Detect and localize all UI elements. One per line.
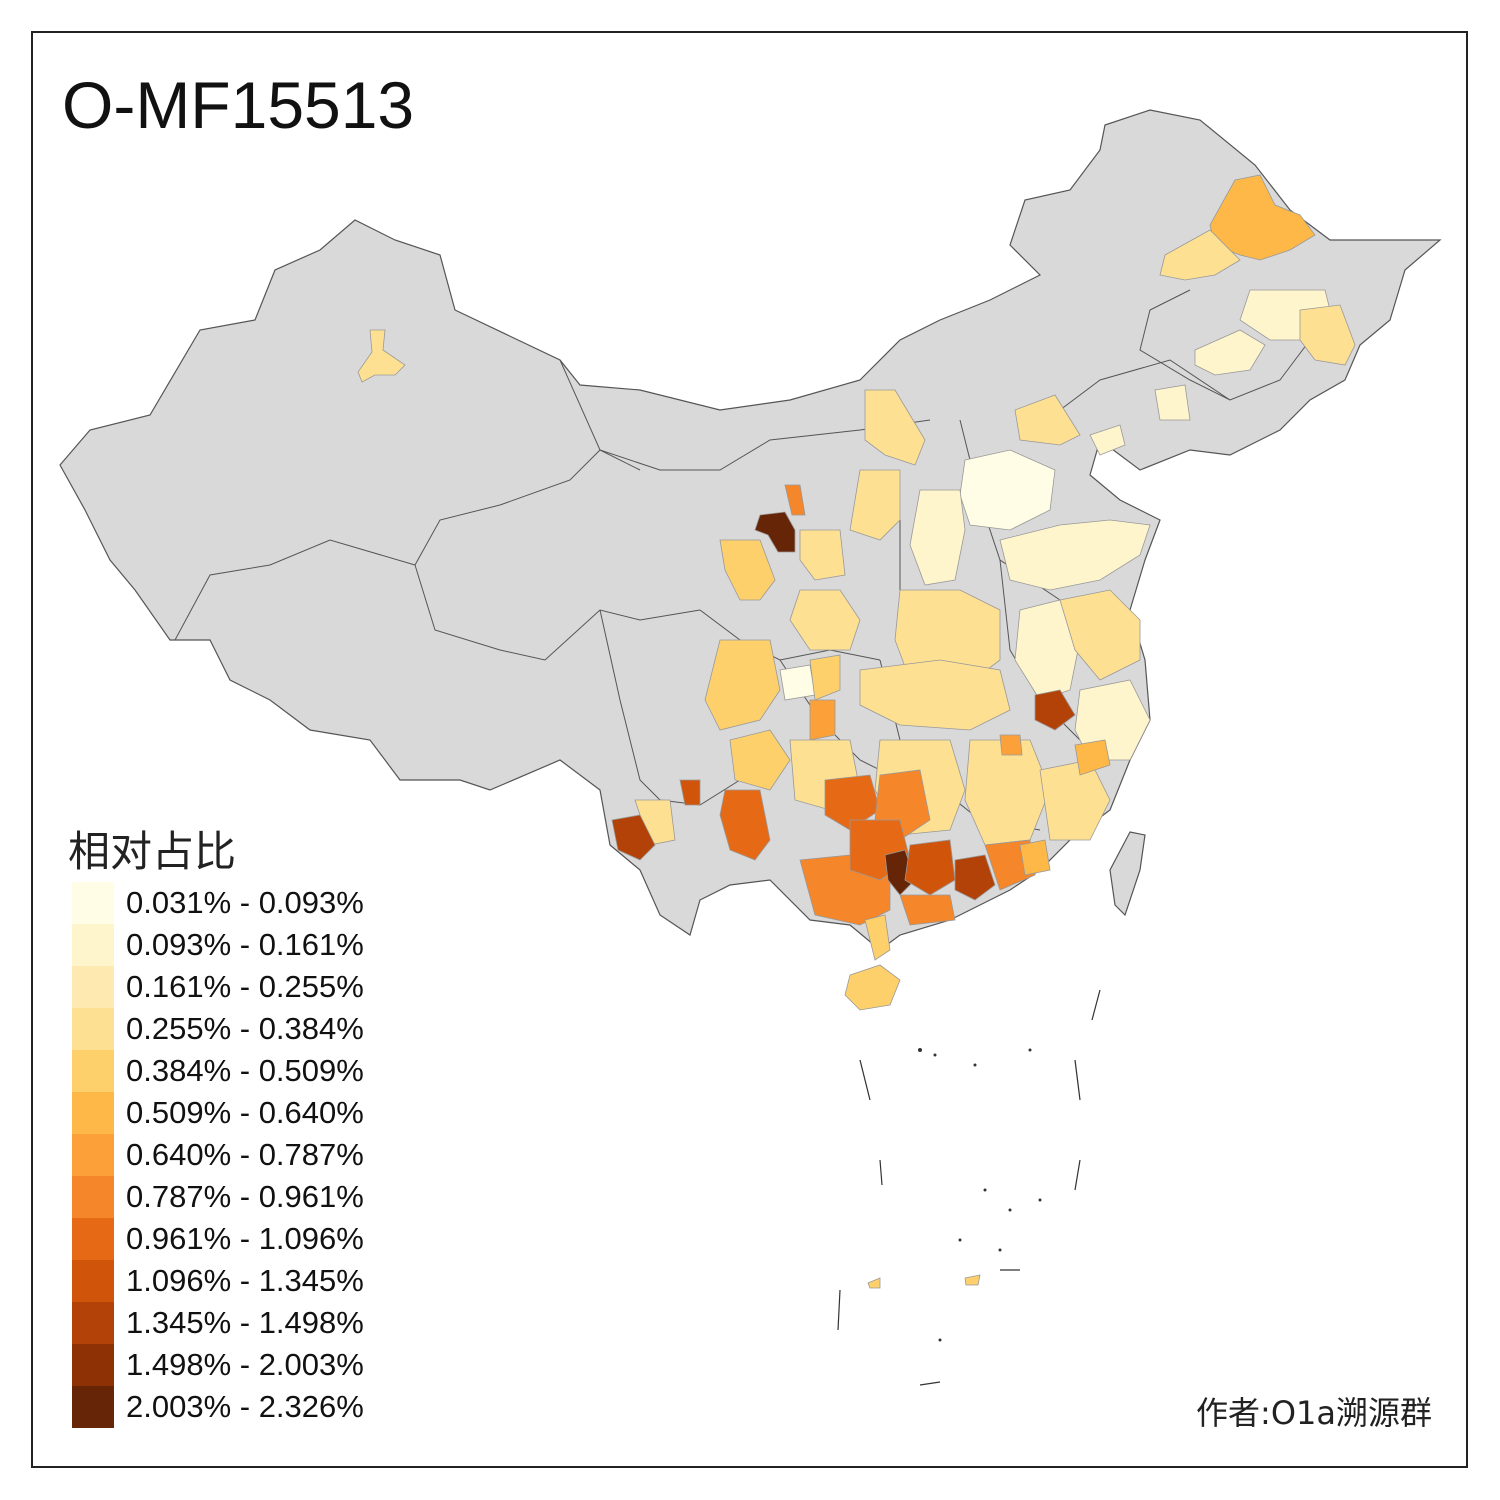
region-jiangxi-o [999,734,1023,756]
region-guangdong-w [904,839,956,896]
region-liaoning [1154,384,1191,421]
region-heilongjiang-w [1159,229,1241,281]
legend-item: 0.640% - 0.787% [72,1134,364,1176]
south-sea-islands [837,989,1101,1386]
region-yunnan-w [679,779,701,806]
legend-label: 0.093% - 0.161% [126,927,364,962]
legend-swatch [72,1008,114,1050]
legend-item: 2.003% - 2.326% [72,1386,364,1428]
legend-label: 1.096% - 1.345% [126,1263,364,1298]
legend-item: 0.093% - 0.161% [72,924,364,966]
legend-title: 相对占比 [68,827,237,876]
legend-item: 0.787% - 0.961% [72,1176,364,1218]
legend-swatch [72,1134,114,1176]
legend-label: 0.640% - 0.787% [126,1137,364,1172]
region-shanxi [909,489,966,586]
legend-item: 1.498% - 2.003% [72,1344,364,1386]
region-yunnan-n [729,729,791,791]
legend-swatch [72,1176,114,1218]
region-liaodong [1089,424,1126,456]
region-shaanxi-n [849,469,901,541]
legend-swatch [72,1050,114,1092]
legend-swatch [72,882,114,924]
region-ningxia [754,511,796,553]
prefecture-fills [357,174,1356,1011]
region-guangdong-s [899,894,956,926]
region-guangdong-c [954,854,996,901]
region-dehong [611,814,656,861]
island-dots [918,1048,1042,1342]
legend-item: 0.255% - 0.384% [72,1008,364,1050]
region-jilin [1194,329,1266,376]
legend-swatch [72,1260,114,1302]
region-zhejiang [1074,679,1151,761]
region-hebei [959,449,1056,531]
legend-item: 1.096% - 1.345% [72,1260,364,1302]
legend-label: 1.498% - 2.003% [126,1347,364,1382]
region-jiangsu [1059,589,1141,681]
region-ningxia-n [784,484,806,516]
legend-label: 0.384% - 0.509% [126,1053,364,1088]
region-heilongjiang-se [1299,304,1356,366]
legend-label: 1.345% - 1.498% [126,1305,364,1340]
legend-label: 0.031% - 0.093% [126,885,364,920]
map-title: O-MF15513 [62,68,415,142]
legend-swatch [72,1302,114,1344]
taiwan-region [1109,831,1146,917]
island-highlight [964,1274,981,1286]
legend-label: 0.509% - 0.640% [126,1095,364,1130]
legend-swatch [72,966,114,1008]
region-hubei [859,659,1011,731]
region-beijing-area [1014,394,1081,446]
legend: 0.031% - 0.093% 0.093% - 0.161% 0.161% - 0… [72,882,364,1428]
region-xinjiang-north [357,329,406,383]
legend-item: 0.384% - 0.509% [72,1050,364,1092]
legend-swatch [72,924,114,966]
region-sichuan-w [704,639,781,731]
legend-item: 1.345% - 1.498% [72,1302,364,1344]
island-highlight [867,1277,881,1289]
legend-swatch [72,1092,114,1134]
region-yunnan-e [719,789,771,861]
author-credit: 作者:O1a溯源群 [1196,1394,1432,1432]
legend-item: 0.509% - 0.640% [72,1092,364,1134]
legend-label: 0.161% - 0.255% [126,969,364,1004]
legend-item: 0.161% - 0.255% [72,966,364,1008]
legend-item: 0.031% - 0.093% [72,882,364,924]
legend-swatch [72,1386,114,1428]
region-gansu-e [799,529,846,581]
region-inner-mongolia [864,389,926,466]
legend-swatch [72,1344,114,1386]
region-hainan [844,964,901,1011]
legend-label: 0.961% - 1.096% [126,1221,364,1256]
legend-label: 2.003% - 2.326% [126,1389,364,1424]
region-leizhou [864,914,891,961]
region-sichuan-c [779,664,816,701]
legend-label: 0.787% - 0.961% [126,1179,364,1214]
region-chongqing [809,699,836,741]
region-shaanxi [789,589,861,651]
region-anqing [1034,689,1076,731]
region-sichuan-e [809,654,841,701]
legend-label: 0.255% - 0.384% [126,1011,364,1046]
region-fujian-o [1074,739,1111,776]
legend-item: 0.961% - 1.096% [72,1218,364,1260]
region-fujian-s [1019,839,1051,876]
region-shandong [999,519,1151,591]
region-gansu [719,539,776,601]
legend-swatch [72,1218,114,1260]
